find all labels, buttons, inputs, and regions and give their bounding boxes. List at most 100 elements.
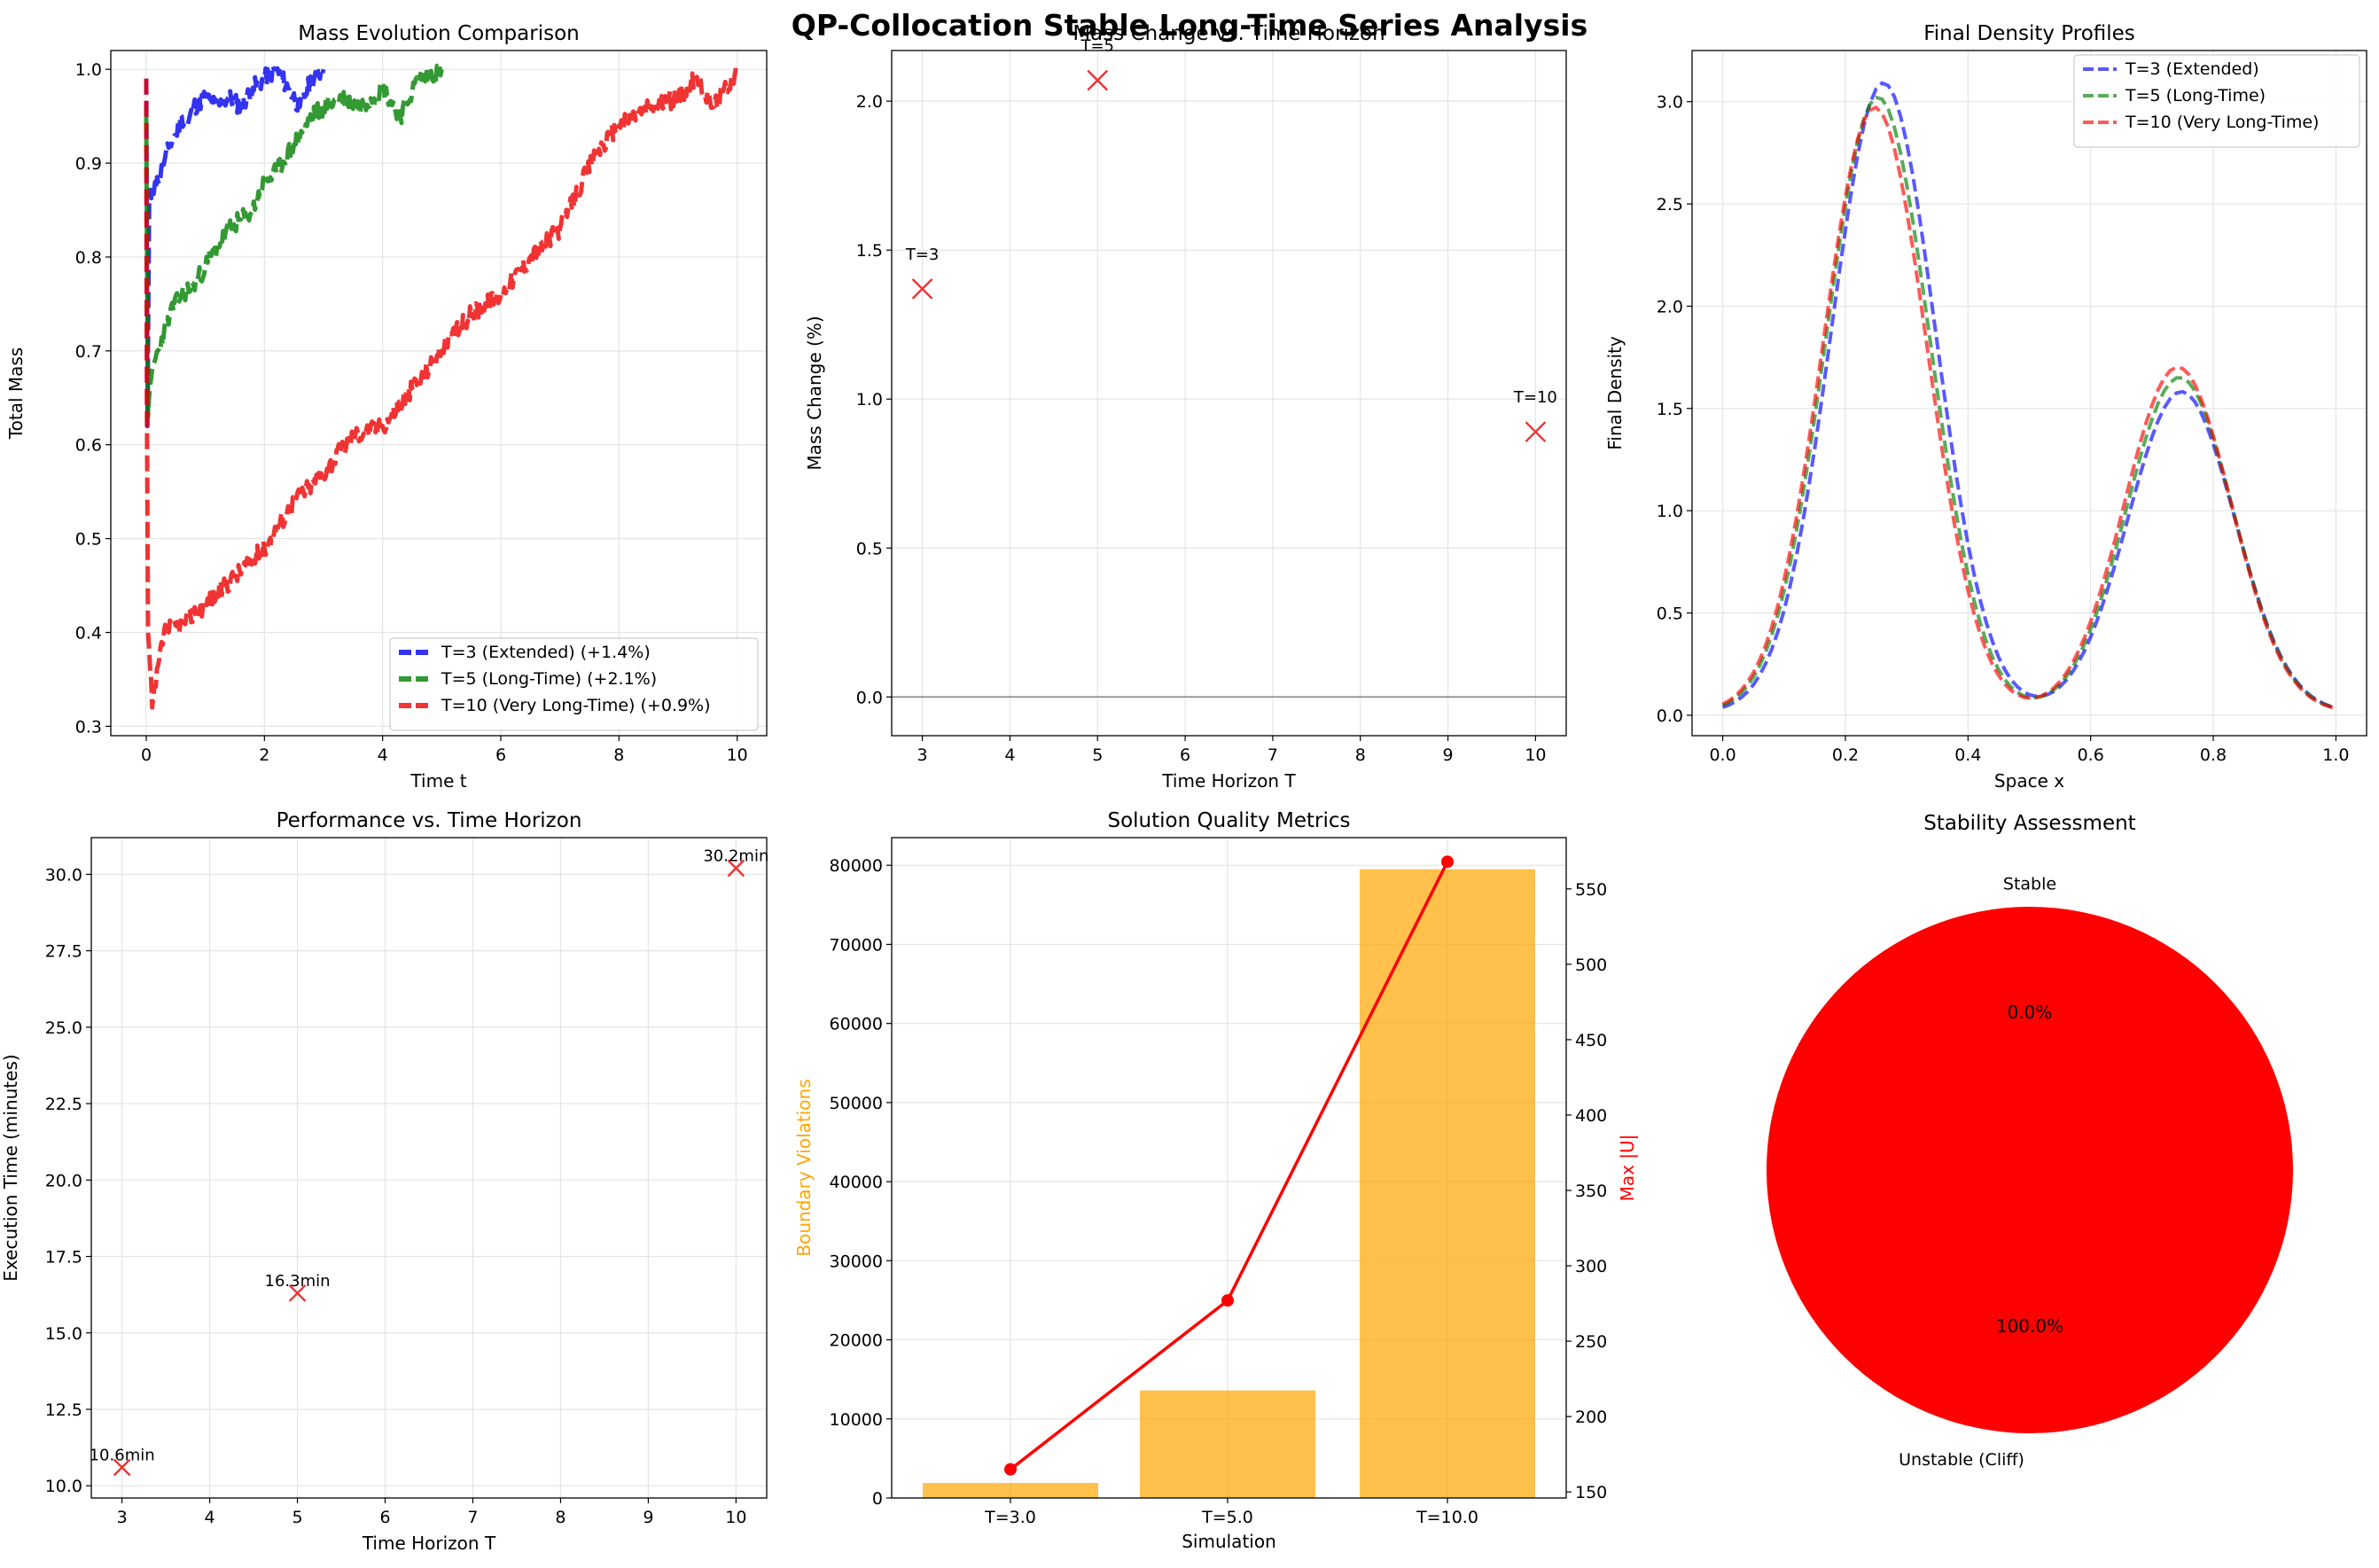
x-tick-label: 8 [1355,745,1366,765]
subplot-title: Final Density Profiles [1923,22,2135,45]
point-label: T=3 [905,246,940,264]
subplot-title: Stability Assessment [1923,812,2135,835]
y-tick-label: 2.0 [856,92,883,112]
legend-entry: T=10 (Very Long-Time) [2125,113,2319,132]
y-tick-label: 30.0 [45,865,82,885]
legend-entry: T=3 (Extended) [2125,59,2259,79]
y-tick-label: 30000 [830,1252,883,1271]
x-tick-label: T=10.0 [1416,1508,1478,1527]
x-tick-label: 9 [1443,745,1454,765]
x-tick-label: 2 [259,745,269,765]
y2-tick-label: 350 [1575,1182,1607,1201]
x-tick-label: 0 [141,745,152,765]
x-tick-label: 8 [613,745,624,765]
x-marker [911,278,933,300]
series-line [144,65,739,710]
x-tick-label: 10 [725,1508,746,1527]
subplot-quality: 0 10000 20000 30000 40000 50000 60000 70000 8000… [793,809,1638,1552]
x-tick-label: 0.0 [1709,745,1736,765]
y-tick-label: 0.5 [1657,605,1683,624]
x-marker [113,1458,131,1477]
point-label: 10.6min [90,1447,155,1465]
x-tick-label: 6 [495,745,506,765]
subplot-mass_change: 3 4 5 6 7 8 9 10 0.0 0.5 1.0 1.5 2.0 Mass Change vs. … [804,22,1567,792]
max-u-point [1441,855,1454,869]
y-tick-label: 20.0 [45,1171,82,1190]
axes-frame [891,50,1567,737]
x-tick-label: 3 [917,745,928,765]
axes-frame [90,837,768,1499]
y-tick-label: 17.5 [45,1248,82,1268]
y-tick-label: 1.0 [1657,502,1683,521]
y-tick-label: 0.4 [75,624,102,644]
y-tick-label: 10.0 [45,1477,82,1496]
subplot-title: Solution Quality Metrics [1108,809,1351,832]
x-tick-label: 4 [378,745,388,765]
x-marker [1525,421,1547,443]
y-tick-label: 70000 [830,935,883,955]
axes-frame [891,837,1567,1499]
y-tick-label: 0.3 [75,717,102,737]
x-tick-label: 3 [117,1508,128,1527]
y-tick-label: 0.8 [75,248,102,268]
point-label: 16.3min [265,1272,331,1291]
y-tick-label: 0.6 [75,436,102,456]
y2-tick-label: 200 [1575,1408,1607,1427]
y-tick-label: 1.0 [75,60,102,80]
y-tick-label: 25.0 [45,1018,82,1038]
x-tick-label: T=5.0 [1201,1508,1253,1527]
y-tick-label: 27.5 [45,942,82,962]
subplot-performance: 3 4 5 6 7 8 9 10 10.0 12.5 15.0 17.5 20.0 22.5 25.0 27.… [0,809,768,1554]
x-tick-label: 7 [1268,745,1278,765]
subplot-density: 0.0 0.2 0.4 0.6 0.8 1.0 0.0 0.5 1.0 1.5 2.0 2.5 3.0 F… [1604,22,2367,792]
bar [923,1483,1098,1498]
x-tick-label: 7 [467,1508,478,1527]
y-tick-label: 0.9 [75,154,102,174]
max-u-point [1004,1463,1017,1476]
y-axis-label: Total Mass [5,347,27,440]
legend-box [389,637,759,731]
legend-entry: T=5 (Long-Time) (+2.1%) [441,669,657,689]
x-tick-label: 5 [292,1508,303,1527]
density-line [1721,105,2336,711]
x-tick-label: 5 [1092,745,1103,765]
y-tick-label: 0.0 [1657,706,1683,726]
y2-tick-label: 300 [1575,1257,1607,1276]
y-tick-label: 1.5 [1657,400,1683,419]
y2-axis-label: Max |U| [1617,1135,1638,1202]
max-u-point [1221,1294,1234,1307]
subplot-stability: Stability Assessment Stable 0.0% Unstable (… [1767,812,2293,1470]
x-tick-label: 1.0 [2322,745,2349,765]
x-tick-label: 6 [379,1508,390,1527]
x-tick-label: 9 [643,1508,653,1527]
axes-frame [110,50,768,737]
y-tick-label: 2.0 [1657,297,1683,316]
y-tick-label: 0.5 [856,539,883,558]
y-axis-label: Execution Time (minutes) [0,1054,21,1281]
y-tick-label: 60000 [830,1015,883,1034]
x-tick-label: 6 [1180,745,1190,765]
x-tick-label: T=3.0 [984,1508,1036,1527]
x-tick-label: 0.6 [2078,745,2104,765]
x-tick-label: 4 [1004,745,1015,765]
x-marker [727,859,745,878]
y-tick-label: 12.5 [45,1400,82,1420]
y2-tick-label: 250 [1575,1332,1607,1352]
x-tick-label: 0.4 [1954,745,1981,765]
y-tick-label: 2.5 [1657,195,1683,215]
y-tick-label: 15.0 [45,1324,82,1344]
pie-pct: 100.0% [1996,1315,2063,1337]
series-line [144,61,444,419]
subplot-title: Performance vs. Time Horizon [277,809,582,832]
y-tick-label: 10000 [830,1410,883,1430]
x-axis-label: Space x [1994,770,2064,792]
y-tick-label: 0 [872,1489,883,1509]
y2-tick-label: 150 [1575,1483,1607,1502]
pie-label: Stable [2003,874,2056,893]
legend-entry: T=10 (Very Long-Time) (+0.9%) [441,696,711,715]
point-label: T=10 [1513,388,1557,407]
x-axis-label: Time Horizon T [1161,770,1296,792]
series-line [144,63,326,429]
y-tick-label: 0.7 [75,342,102,362]
